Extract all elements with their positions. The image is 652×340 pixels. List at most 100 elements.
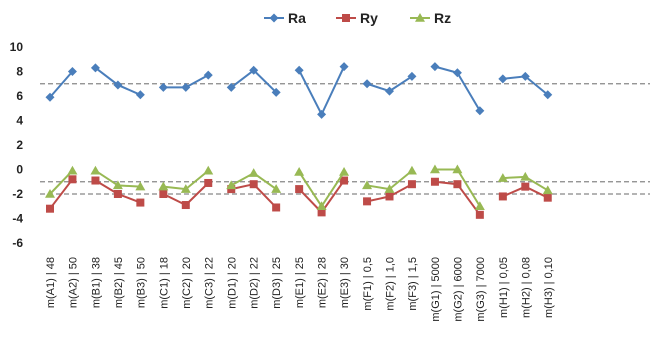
- x-tick-label: m(C3) | 22: [203, 257, 215, 309]
- data-point-ry: [453, 180, 462, 189]
- data-point-rz: [203, 165, 214, 175]
- data-point-ra: [452, 68, 462, 78]
- data-point-ra: [158, 82, 168, 92]
- data-point-rz: [362, 180, 373, 190]
- data-point-rz: [452, 164, 463, 174]
- data-point-ra: [520, 71, 530, 81]
- x-tick-label: m(B2) | 45: [113, 257, 125, 308]
- x-tick-label: m(A2) | 50: [67, 257, 79, 308]
- y-tick-label: 0: [16, 163, 23, 177]
- data-point-ra: [385, 86, 394, 96]
- data-point-rz: [497, 173, 508, 182]
- data-point-ra: [67, 67, 77, 76]
- y-axis: 10 8 6 4 2 0 -2 -4 -6: [10, 40, 24, 250]
- data-point-rz: [429, 164, 440, 174]
- x-tick-label: m(G3) | 7000: [475, 257, 487, 322]
- data-point-ry: [317, 208, 326, 217]
- data-point-rz: [542, 185, 553, 195]
- y-tick-label: -2: [12, 187, 23, 201]
- series-ra: [45, 62, 553, 119]
- legend-marker-ry: [342, 14, 350, 22]
- legend-label-ry: Ry: [360, 10, 378, 26]
- y-tick-label: -6: [12, 236, 23, 250]
- x-tick-label: m(E1) | 25: [294, 257, 306, 308]
- data-point-rz: [271, 184, 282, 193]
- data-point-ry: [407, 180, 416, 189]
- data-point-ra: [475, 106, 485, 116]
- x-tick-label: m(D3) | 25: [271, 257, 283, 309]
- data-point-ry: [521, 182, 530, 191]
- x-tick-label: m(G1) | 5000: [430, 257, 442, 322]
- x-tick-label: m(G2) | 6000: [452, 257, 464, 322]
- data-point-ra: [181, 82, 191, 92]
- data-point-ra: [407, 71, 417, 81]
- data-point-ry: [204, 178, 213, 187]
- y-tick-label: 6: [16, 89, 23, 103]
- data-point-ry: [249, 180, 258, 189]
- data-point-rz: [474, 201, 485, 210]
- data-point-ra: [339, 62, 349, 72]
- data-point-ra: [90, 63, 100, 73]
- data-point-rz: [90, 165, 101, 175]
- y-tick-label: 4: [16, 114, 23, 128]
- data-point-ry: [159, 190, 168, 198]
- data-point-ra: [294, 65, 304, 75]
- series-line-ra: [298, 66, 345, 117]
- data-point-rz: [67, 165, 78, 175]
- x-tick-label: m(H1) | 0,05: [498, 257, 510, 318]
- data-point-ra: [430, 62, 440, 72]
- x-tick-label: m(E3) | 30: [339, 257, 351, 308]
- data-point-ra: [317, 109, 327, 119]
- data-point-ra: [226, 82, 236, 92]
- data-point-ry: [385, 192, 394, 201]
- legend-label-rz: Rz: [434, 10, 451, 26]
- data-point-rz: [112, 180, 123, 190]
- x-tick-label: m(D1) | 20: [226, 257, 238, 309]
- plot-area: [45, 62, 553, 219]
- legend: Ra Ry Rz: [264, 10, 451, 26]
- legend-marker-rz: [415, 13, 425, 22]
- legend-label-ra: Ra: [288, 10, 306, 26]
- data-point-ry: [430, 177, 439, 186]
- x-tick-label: m(A1) | 48: [45, 257, 57, 308]
- series-ry: [46, 175, 552, 219]
- data-point-rz: [384, 184, 395, 193]
- series-line-ra: [49, 70, 74, 98]
- legend-marker-ra: [269, 13, 279, 23]
- data-point-ra: [45, 92, 55, 102]
- x-tick-label: m(B3) | 50: [135, 257, 147, 308]
- x-tick-label: m(H2) | 0,08: [520, 257, 532, 318]
- data-point-rz: [226, 180, 237, 190]
- series-line-ry: [49, 178, 74, 210]
- data-point-rz: [294, 166, 305, 176]
- data-point-ra: [362, 79, 372, 89]
- x-tick-label: m(E2) | 28: [317, 257, 329, 308]
- x-axis: m(A1) | 48 m(A2) | 50 m(B1) | 38 m(B2) | 45…: [45, 257, 555, 322]
- x-tick-label: m(B1) | 38: [90, 257, 102, 308]
- data-point-ry: [181, 201, 190, 210]
- data-point-ry: [498, 192, 507, 201]
- x-tick-label: m(F1) | 0,5: [362, 257, 374, 311]
- data-point-ry: [113, 190, 122, 198]
- data-point-rz: [406, 165, 417, 175]
- data-point-ry: [475, 210, 484, 219]
- data-point-ry: [543, 193, 552, 202]
- data-point-ra: [203, 70, 213, 80]
- data-point-ra: [498, 74, 508, 84]
- data-point-ry: [272, 203, 281, 212]
- x-tick-label: m(H3) | 0,10: [543, 257, 555, 318]
- data-point-rz: [248, 168, 259, 177]
- data-point-ry: [91, 176, 100, 185]
- data-point-ry: [46, 204, 54, 213]
- x-tick-label: m(F2) | 1,0: [385, 257, 397, 311]
- x-tick-label: m(C1) | 18: [158, 257, 170, 309]
- series-rz: [45, 164, 553, 210]
- y-tick-label: 2: [16, 138, 23, 152]
- data-point-ry: [295, 185, 304, 194]
- y-tick-label: 8: [16, 65, 23, 79]
- data-point-rz: [135, 181, 146, 191]
- data-point-ra: [113, 80, 123, 90]
- data-point-ry: [340, 176, 349, 185]
- data-point-ry: [363, 197, 372, 206]
